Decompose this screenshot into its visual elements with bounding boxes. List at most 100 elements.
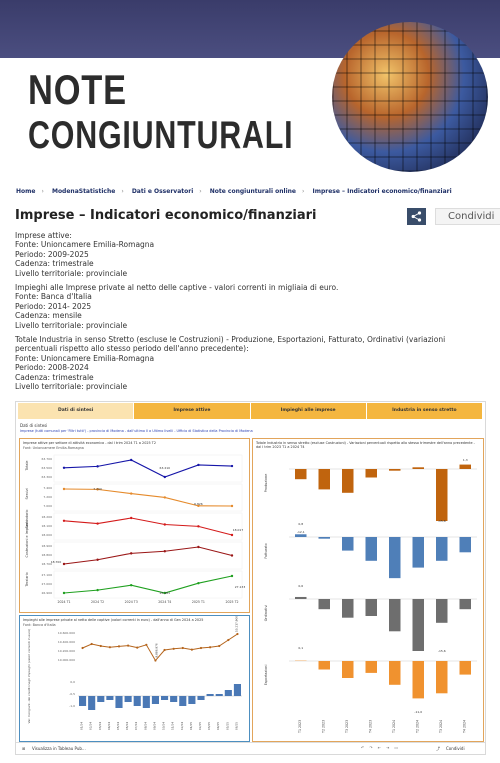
bar: [318, 537, 330, 539]
y-tick-label: 18.200: [42, 515, 53, 519]
view-in-tableau-link[interactable]: Visualizza in Tableau Pub...: [32, 746, 86, 751]
bar: [436, 469, 448, 521]
data-point: [209, 646, 212, 649]
bar: [412, 661, 424, 699]
bar: [389, 537, 401, 579]
desc-line: Fonte: Unioncamere Emilia-Romagna: [15, 240, 155, 250]
x-tick-label: 02/24: [89, 722, 93, 730]
data-label: 6.826: [194, 502, 203, 506]
header-banner: NOTE CONGIUNTURALI: [0, 0, 500, 178]
y-tick-label: 18.700: [42, 562, 53, 566]
data-point: [197, 582, 200, 585]
data-point: [117, 645, 121, 648]
bar: [365, 661, 377, 673]
bar: [124, 696, 132, 702]
bar: [197, 696, 205, 700]
bar: [318, 599, 330, 610]
toolbar-share-label[interactable]: Condividi: [446, 746, 465, 751]
x-tick-label: T3 2024: [439, 720, 443, 734]
data-point: [130, 552, 133, 555]
data-point: [172, 647, 175, 650]
share-label[interactable]: Condividi: [435, 208, 500, 225]
bar: [115, 696, 123, 708]
tab-dati-di-sintesi[interactable]: Dati di sintesi: [18, 403, 135, 419]
row-label-2: Ordinativi: [264, 605, 268, 622]
bar: [106, 696, 114, 700]
data-label: 63.210: [160, 466, 171, 470]
data-point: [163, 475, 166, 479]
x-tick-label: 2024 T4: [158, 600, 171, 604]
x-tick-label: 11/24: [171, 722, 175, 730]
x-tick-label: 12/24: [180, 722, 184, 730]
y-tick-label: 27.100: [42, 573, 53, 577]
bar: [436, 537, 448, 561]
x-tick-label: 04/24: [107, 722, 111, 730]
panel1-chart: Totale 63.700 63.500 63.300 Servizi 7.400 7.20…: [25, 454, 246, 604]
desc-line: Imprese attive:: [15, 231, 72, 240]
data-point: [230, 464, 234, 468]
desc-line: Fonte: Banca d'Italia: [15, 292, 92, 302]
row-label-1: Fatturato: [264, 543, 268, 558]
data-point: [197, 504, 200, 508]
data-point: [163, 648, 166, 652]
data-label: 0,1: [298, 646, 303, 650]
data-point: [230, 554, 234, 557]
data-label: 9.886.976: [154, 643, 158, 657]
data-point: [108, 646, 111, 649]
data-label: -12,1: [297, 530, 305, 534]
row-frame: [53, 454, 243, 483]
panel1-title: Imprese attive per settore di attività e…: [23, 441, 156, 445]
breadcrumb-separator: ›: [41, 188, 44, 195]
panel2-source: Font: Banca d'Italia: [23, 623, 56, 627]
breadcrumb-separator: ›: [199, 188, 202, 195]
data-label: 10.217.906: [234, 616, 238, 632]
x-tick-label: 2025 T1: [192, 600, 205, 604]
tableau-logo-icon[interactable]: ⊞: [22, 746, 26, 751]
row-frame: [53, 512, 243, 541]
x-tick-label: T1 2024: [392, 720, 396, 734]
y-tick-label: 10.600.000: [58, 631, 75, 635]
bar: [436, 661, 448, 694]
bar: [295, 596, 307, 599]
bar: [161, 696, 169, 700]
data-point: [96, 522, 99, 525]
share-icon[interactable]: ⤴: [436, 746, 440, 751]
tab-industria[interactable]: Industria in senso stretto: [366, 403, 483, 419]
x-tick-label: T2 2024: [415, 720, 419, 734]
data-label: 7.200: [93, 487, 102, 491]
data-point: [199, 646, 203, 650]
breadcrumb-modenastatistiche[interactable]: ModenaStatistiche: [51, 188, 116, 195]
x-tick-label: 08/24: [143, 722, 147, 730]
data-point: [218, 644, 221, 648]
tab-impieghi[interactable]: Impieghi alle imprese: [250, 403, 367, 419]
series-line-3: [63, 546, 233, 565]
x-tick-label: 09/24: [152, 722, 156, 730]
data-point: [163, 523, 166, 526]
breadcrumb-note-congiunturali[interactable]: Note congiunturali online: [209, 188, 296, 195]
share-icon[interactable]: [407, 208, 426, 225]
breadcrumb-dati-osservatori[interactable]: Dati e Osservatori: [131, 188, 194, 195]
row-label-0: Totale: [25, 460, 29, 471]
bar: [206, 694, 214, 696]
breadcrumb-home[interactable]: Home: [16, 188, 36, 195]
data-point: [130, 583, 133, 587]
data-label: 0,6: [298, 584, 303, 588]
site-title-line2: CONGIUNTURALI: [28, 114, 294, 157]
data-point: [62, 591, 66, 595]
panel2-title: Impieghi alle imprese private al netto d…: [23, 618, 204, 622]
x-tick-label: T3 2023: [345, 720, 349, 734]
section-industria: Totale Industria in senso Stretto (esclu…: [15, 335, 485, 391]
data-point: [96, 488, 99, 491]
data-label: 18.700: [51, 560, 62, 564]
row-label-3: Esportazioni: [264, 665, 268, 686]
tab-imprese-attive[interactable]: Imprese attive: [134, 403, 251, 419]
data-point: [90, 642, 93, 646]
toolbar-controls-icon[interactable]: ↶↷⇤⇥▭: [361, 745, 404, 750]
share-button[interactable]: Condividi: [407, 208, 500, 225]
data-label: 27.133: [235, 585, 246, 589]
desc-line: Livello territoriale: provinciale: [15, 320, 128, 330]
y-tick-label: 18.800: [42, 553, 53, 557]
panel-imprese-attive: Imprese attive per settore di attività e…: [19, 438, 250, 613]
data-point: [130, 458, 133, 462]
tableau-toolbar: ⊞ Visualizza in Tableau Pub... ↶↷⇤⇥▭ ⤴ C…: [16, 742, 485, 755]
